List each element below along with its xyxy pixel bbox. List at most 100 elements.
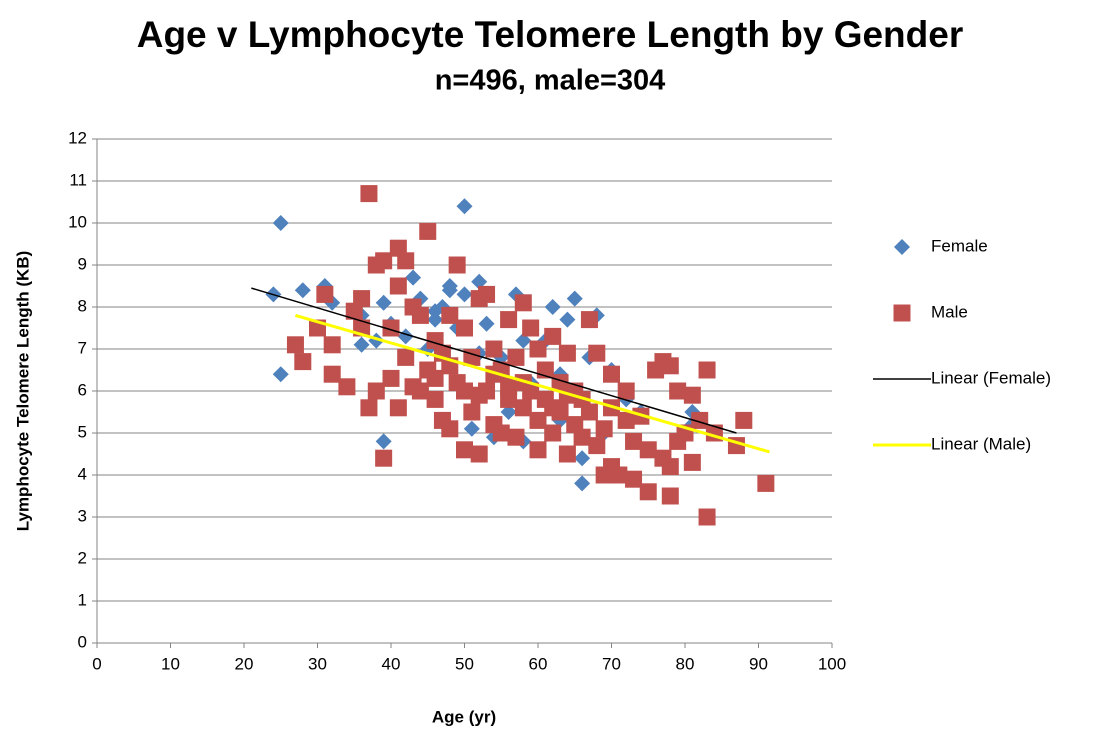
point xyxy=(698,361,716,379)
y-tick-label: 8 xyxy=(78,296,87,315)
point xyxy=(522,319,540,337)
x-tick-label: 80 xyxy=(676,654,695,673)
point xyxy=(580,311,598,329)
y-tick-label: 1 xyxy=(78,590,87,609)
point xyxy=(544,327,562,345)
point xyxy=(544,299,561,315)
point xyxy=(661,487,679,505)
y-tick-label: 5 xyxy=(78,422,87,441)
point xyxy=(316,285,334,303)
point xyxy=(456,382,473,400)
point xyxy=(441,420,459,438)
x-tick-label: 70 xyxy=(602,654,621,673)
point xyxy=(441,278,458,294)
x-tick-label: 100 xyxy=(818,654,846,673)
point xyxy=(698,508,716,526)
point xyxy=(514,399,532,417)
y-tick-label: 11 xyxy=(69,170,87,189)
point xyxy=(375,449,393,467)
legend-label: Linear (Female) xyxy=(931,368,1051,387)
point xyxy=(323,336,341,354)
point xyxy=(375,294,392,311)
point xyxy=(389,399,407,417)
point xyxy=(515,332,532,349)
point xyxy=(492,424,510,442)
x-tick-label: 40 xyxy=(382,654,401,673)
point xyxy=(588,344,606,362)
point xyxy=(397,252,415,270)
x-tick-label: 0 xyxy=(92,654,101,673)
point xyxy=(691,411,709,429)
point xyxy=(382,369,400,387)
point xyxy=(426,369,444,387)
point xyxy=(661,458,679,476)
point xyxy=(588,437,606,455)
point xyxy=(500,390,518,408)
point xyxy=(610,466,628,484)
point xyxy=(389,277,407,295)
point xyxy=(272,215,289,231)
x-tick-label: 30 xyxy=(308,654,327,673)
x-tick-label: 90 xyxy=(749,654,768,673)
y-tick-label: 2 xyxy=(78,548,87,567)
y-axis-label: Lymphocyte Telomere Length (KB) xyxy=(13,251,32,532)
point xyxy=(470,445,488,463)
trend-line xyxy=(251,287,737,434)
point xyxy=(661,357,679,375)
point xyxy=(529,441,547,459)
legend-swatch xyxy=(893,304,911,322)
point xyxy=(529,340,547,358)
point xyxy=(286,336,304,354)
point xyxy=(405,269,422,286)
chart-title: Age v Lymphocyte Telomere Length by Gend… xyxy=(137,14,964,55)
y-tick-label: 7 xyxy=(78,338,87,357)
point xyxy=(456,441,473,459)
point xyxy=(617,382,635,400)
point xyxy=(456,198,473,215)
point xyxy=(478,285,496,303)
y-tick-label: 6 xyxy=(78,380,87,399)
point xyxy=(294,282,311,299)
y-tick-label: 3 xyxy=(78,506,87,525)
x-tick-label: 20 xyxy=(235,654,254,673)
point xyxy=(558,445,576,463)
point xyxy=(382,319,400,337)
point xyxy=(426,390,444,408)
point xyxy=(471,273,488,290)
point xyxy=(397,348,415,366)
point xyxy=(603,365,620,383)
point xyxy=(544,424,562,442)
point xyxy=(566,290,583,307)
point xyxy=(427,311,444,328)
point xyxy=(272,366,289,383)
point xyxy=(514,294,532,312)
point xyxy=(573,428,591,446)
y-tick-label: 9 xyxy=(78,254,87,273)
chart-subtitle: n=496, male=304 xyxy=(435,65,666,97)
point xyxy=(500,404,517,420)
point xyxy=(639,483,657,501)
point xyxy=(456,286,473,303)
point xyxy=(757,474,775,492)
legend-label: Linear (Male) xyxy=(931,434,1031,453)
point xyxy=(580,403,598,421)
point xyxy=(448,256,466,274)
point xyxy=(574,450,591,467)
x-tick-label: 50 xyxy=(455,654,474,673)
point xyxy=(735,411,753,429)
point xyxy=(419,222,437,240)
x-tick-label: 60 xyxy=(529,654,548,673)
point xyxy=(558,344,576,362)
point xyxy=(595,420,613,438)
point xyxy=(360,185,378,203)
point xyxy=(323,365,341,383)
point xyxy=(529,411,547,429)
point xyxy=(353,336,370,353)
point xyxy=(617,411,635,429)
x-axis-label: Age (yr) xyxy=(432,707,496,726)
point xyxy=(456,319,473,337)
point xyxy=(574,475,591,492)
point xyxy=(360,399,378,417)
point xyxy=(683,386,701,404)
point xyxy=(625,470,643,488)
